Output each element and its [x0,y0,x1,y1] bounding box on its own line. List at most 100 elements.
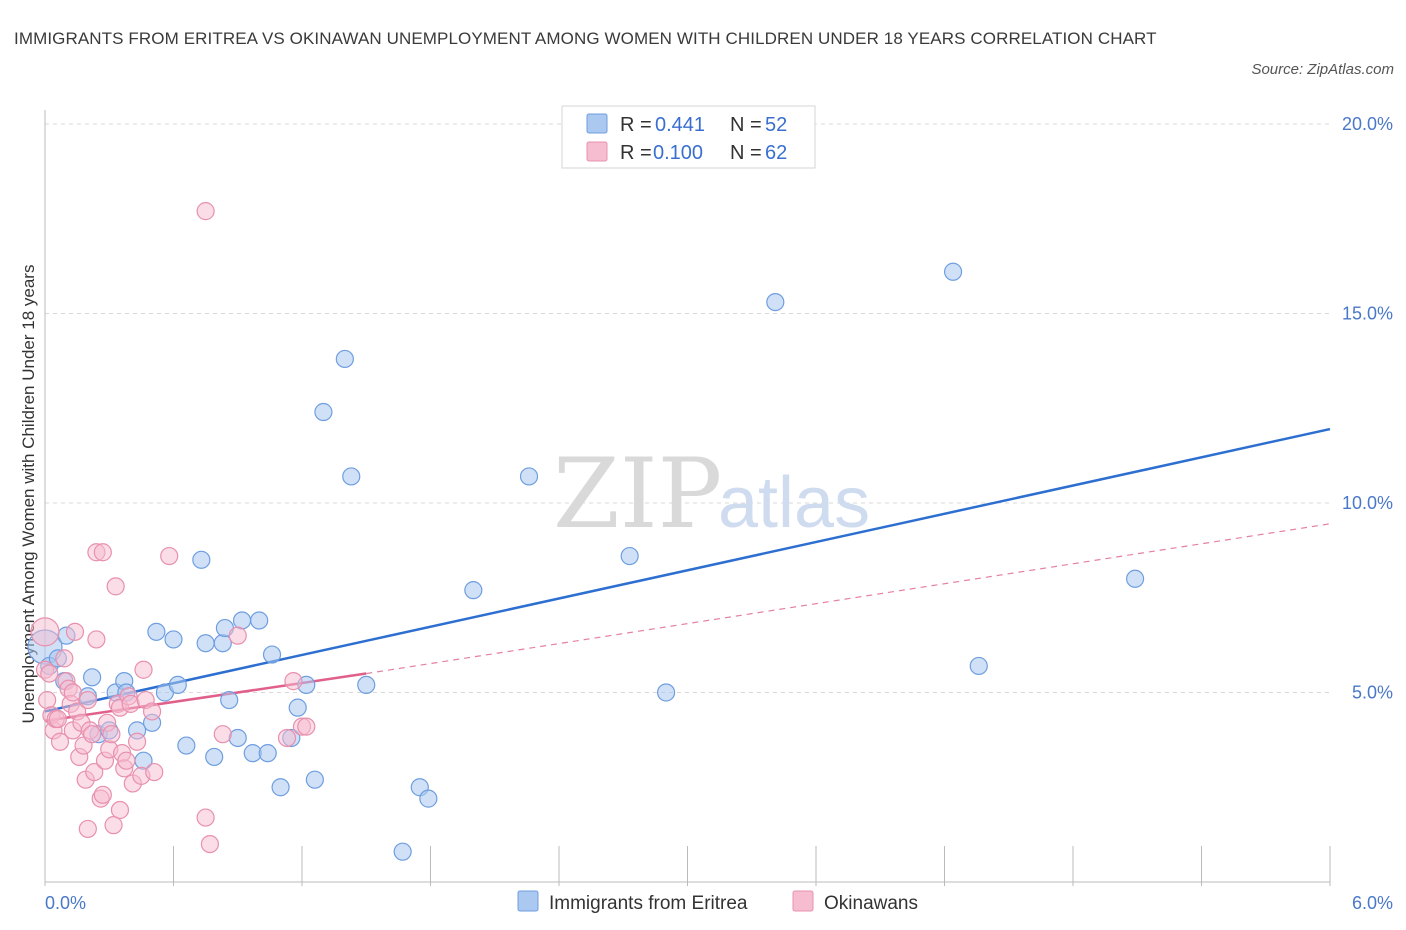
data-point-eritrea [357,675,376,695]
data-point-okinawans [93,543,112,562]
trend-line-eritrea [44,427,1331,713]
data-point-eritrea [168,675,187,695]
data-point-eritrea [969,656,988,676]
data-point-okinawans [160,546,179,566]
trend-line-okinawans-extended [366,523,1331,675]
y-tick-label: 15.0% [1342,303,1393,323]
grid-lines [45,123,1330,693]
data-point-okinawans [104,816,123,835]
data-point-okinawans [228,626,247,645]
data-point-eritrea [271,778,290,797]
data-point-eritrea [83,668,102,687]
watermark: ZIP atlas [553,438,870,550]
data-point-okinawans [78,690,97,710]
legend-r-value-2: 0.100 [653,142,703,164]
data-point-eritrea [262,645,282,664]
data-point-eritrea [250,611,269,630]
legend-r-label-1: R = [620,114,652,136]
y-tick-label: 20.0% [1342,114,1393,134]
bottom-legend-label-okinawans: Okinawans [824,893,918,914]
data-point-eritrea [620,546,639,566]
data-point-eritrea [232,611,252,630]
legend-n-value-2: 62 [765,142,787,164]
data-point-eritrea [177,736,196,755]
series-okinawans-points [30,202,316,854]
data-point-okinawans [65,622,85,641]
data-point-okinawans [196,202,215,221]
data-point-eritrea [228,728,247,748]
data-point-eritrea [1126,569,1145,588]
legend-swatch-eritrea [586,113,608,134]
data-point-eritrea [258,744,277,763]
series-eritrea-points [27,262,1145,861]
x-tick-label: 0.0% [45,893,86,913]
watermark-atlas: atlas [718,463,870,543]
data-point-okinawans [134,660,153,679]
data-point-eritrea [519,467,539,486]
bottom-legend: Immigrants from Eritrea Okinawans [517,890,918,914]
data-point-okinawans [85,762,104,782]
data-point-okinawans [121,694,140,713]
data-point-eritrea [314,402,333,422]
legend-r-value-1: 0.441 [655,114,705,136]
data-point-eritrea [342,467,361,486]
legend-n-value-1: 52 [765,114,787,136]
data-point-okinawans [110,800,130,820]
data-point-okinawans [196,808,215,827]
data-point-okinawans [48,709,67,729]
x-tick-label: 6.0% [1352,893,1393,913]
bottom-legend-swatch-eritrea [517,890,539,912]
data-point-okinawans [213,725,232,744]
data-point-okinawans [63,683,82,702]
data-point-okinawans [106,577,125,596]
y-tick-label: 5.0% [1352,682,1393,702]
data-point-okinawans [78,819,97,839]
data-point-eritrea [196,634,215,653]
data-point-eritrea [766,292,785,312]
bottom-legend-swatch-okinawans [792,890,814,912]
data-point-eritrea [288,698,307,717]
data-point-okinawans [127,732,147,751]
data-point-eritrea [164,630,183,649]
legend-swatch-okinawans [586,141,608,162]
legend-box: R = 0.441 N = 52 R = 0.100 N = 62 [561,105,816,169]
legend-n-label-2: N = [730,142,762,164]
data-point-okinawans [87,630,106,649]
data-point-okinawans [102,725,121,744]
data-point-okinawans [297,717,316,736]
y-axis-label: Unemployment Among Women with Children U… [19,265,38,724]
chart-title: IMMIGRANTS FROM ERITREA VS OKINAWAN UNEM… [14,29,1157,48]
data-point-okinawans [277,728,297,748]
data-point-okinawans [55,649,74,668]
data-point-okinawans [142,702,162,721]
data-point-eritrea [335,349,354,369]
data-point-eritrea [213,634,232,653]
y-tick-labels: 5.0% 10.0% 15.0% 20.0% [1342,114,1393,703]
data-point-okinawans [38,690,57,710]
legend-r-label-2: R = [620,142,652,164]
data-point-eritrea [205,747,224,767]
data-point-okinawans [40,664,59,683]
data-point-eritrea [656,683,676,702]
data-point-okinawans [83,725,102,744]
data-point-eritrea [305,770,324,789]
data-point-okinawans [200,834,220,854]
watermark-zip: ZIP [553,438,722,550]
data-point-eritrea [393,842,412,861]
data-point-okinawans [117,751,136,770]
data-point-okinawans [145,762,164,782]
data-point-okinawans [284,672,303,691]
axes [44,110,1331,886]
data-point-eritrea [464,581,483,600]
legend-n-label-1: N = [730,114,762,136]
y-tick-label: 10.0% [1342,493,1393,513]
data-point-eritrea [220,690,239,710]
data-point-okinawans [93,785,112,804]
data-point-eritrea [943,262,963,281]
chart-source: Source: ZipAtlas.com [1251,61,1394,78]
data-point-eritrea [147,622,166,641]
data-point-eritrea [419,789,438,808]
data-point-eritrea [192,550,211,569]
data-point-okinawans [30,617,60,647]
